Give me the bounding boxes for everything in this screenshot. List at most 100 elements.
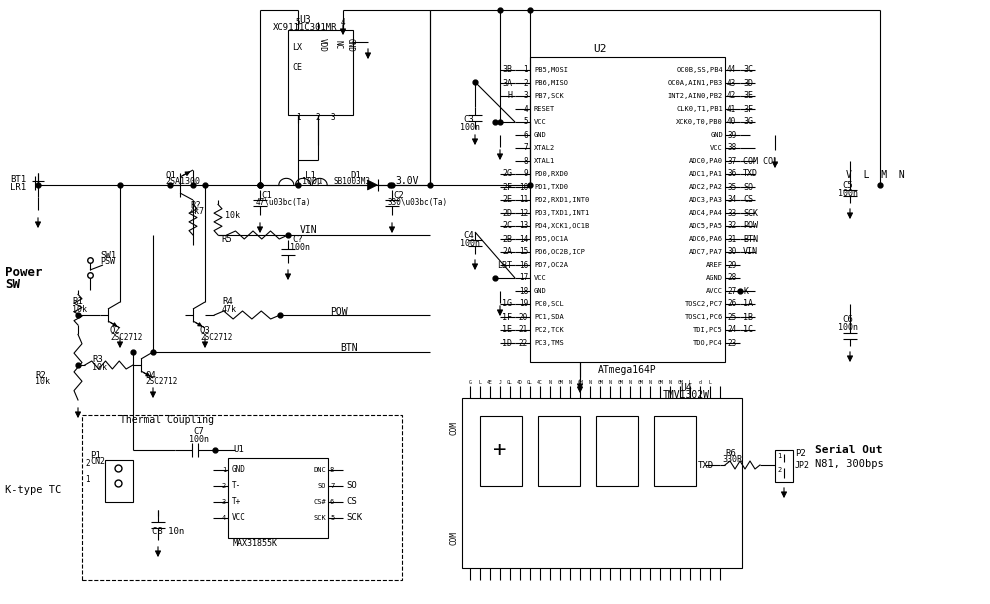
Text: BTN: BTN [340,343,357,353]
Text: ADC2,PA2: ADC2,PA2 [689,184,723,190]
Text: PD0,RXD0: PD0,RXD0 [534,171,568,177]
Text: VCC: VCC [534,119,546,125]
Text: PD1,TXD0: PD1,TXD0 [534,184,568,190]
Text: ADC5,PA5: ADC5,PA5 [689,223,723,229]
Text: CS#: CS# [313,499,326,505]
Text: 10k: 10k [72,304,87,313]
Text: AREF: AREF [706,262,723,268]
Text: 42: 42 [727,91,737,100]
Text: Serial Out: Serial Out [815,445,882,455]
Bar [105,460,133,502]
Text: 3A: 3A [502,79,512,88]
Text: PD5,OC1A: PD5,OC1A [534,236,568,242]
Text: U1: U1 [233,446,244,454]
Text: 22: 22 [519,338,528,347]
Text: 8: 8 [330,467,335,473]
Text: CS: CS [743,196,753,205]
Text: 3D: 3D [743,79,753,88]
Text: 2F: 2F [502,182,512,191]
Text: 10k: 10k [92,362,107,371]
Text: 15: 15 [519,248,528,257]
Text: 3C: 3C [743,65,753,74]
Text: 4: 4 [524,104,528,114]
Text: 17: 17 [519,274,528,283]
Text: CE: CE [292,63,302,72]
Bar [228,458,328,538]
Text: SO: SO [743,182,753,191]
Text: 23: 23 [727,338,737,347]
Text: 2: 2 [316,114,321,123]
Text: 43: 43 [727,79,737,88]
Text: 0M: 0M [638,379,643,385]
Text: CLK0,T1,PB1: CLK0,T1,PB1 [676,106,723,112]
Text: SCK: SCK [743,208,758,217]
Text: AGND: AGND [706,275,723,281]
Text: 31: 31 [727,234,737,243]
Text: 2SC2712: 2SC2712 [145,378,177,387]
Text: GL: GL [507,379,513,385]
Text: 13: 13 [519,222,528,231]
Text: H: H [507,91,512,100]
Text: XC9111C301MR: XC9111C301MR [273,22,338,31]
Text: R5: R5 [221,236,232,245]
Text: K-type TC: K-type TC [5,485,61,495]
Text: COM COL: COM COL [743,156,778,165]
Text: 2G: 2G [502,170,512,179]
Text: 1: 1 [85,475,90,483]
Text: LX: LX [292,43,302,53]
Text: N: N [609,379,612,385]
Text: R3: R3 [92,356,103,364]
Text: TXD: TXD [698,460,714,469]
Text: J: J [499,379,502,385]
Text: 2: 2 [777,467,781,473]
Text: 0M: 0M [597,379,603,385]
Text: POW: POW [743,222,758,231]
Text: P1: P1 [90,451,101,460]
Text: SO: SO [346,481,356,490]
Text: XTAL2: XTAL2 [534,145,555,151]
Text: 3: 3 [331,114,336,123]
Text: PC0,SCL: PC0,SCL [534,301,563,307]
Text: K: K [743,286,748,295]
Text: N: N [548,379,551,385]
Text: GND: GND [232,466,246,475]
Text: TDO,PC4: TDO,PC4 [693,340,723,346]
Text: 28: 28 [727,274,737,283]
Text: 100n: 100n [838,188,858,198]
Text: PB5,MOSI: PB5,MOSI [534,67,568,73]
Text: 1C: 1C [743,326,753,335]
Text: 100n: 100n [838,324,858,332]
Text: 33: 33 [727,208,737,217]
Text: 2SA1300: 2SA1300 [165,178,200,187]
Text: BT1: BT1 [10,176,26,184]
Text: 24: 24 [727,326,737,335]
Text: T+: T+ [232,498,242,507]
Text: 5: 5 [330,515,335,521]
Text: 3.0V: 3.0V [395,176,419,186]
Text: CN2: CN2 [90,457,105,466]
Text: GND: GND [346,38,355,52]
Text: SO: SO [318,483,326,489]
Text: 19: 19 [519,300,528,309]
Text: 7: 7 [330,483,335,489]
Text: L: L [689,379,691,385]
Text: ADC7,PA7: ADC7,PA7 [689,249,723,255]
Text: XTAL1: XTAL1 [534,158,555,164]
Text: VCC: VCC [232,513,246,522]
Text: 100n: 100n [189,434,209,443]
Text: GND: GND [710,132,723,138]
Text: 5: 5 [296,18,300,27]
Text: 47\u03bc(Ta): 47\u03bc(Ta) [256,199,312,208]
Text: SB1003M3: SB1003M3 [333,178,370,187]
Text: 100n: 100n [460,239,480,248]
Text: 2: 2 [85,460,90,469]
Text: d: d [699,379,702,385]
Text: +: + [493,440,507,460]
Bar [480,416,522,486]
Bar [288,30,353,115]
Bar [538,416,580,486]
Text: INT2,AIN0,PB2: INT2,AIN0,PB2 [667,93,723,99]
Text: GL: GL [527,379,533,385]
Text: R2: R2 [35,370,46,379]
Text: COM: COM [449,531,458,545]
